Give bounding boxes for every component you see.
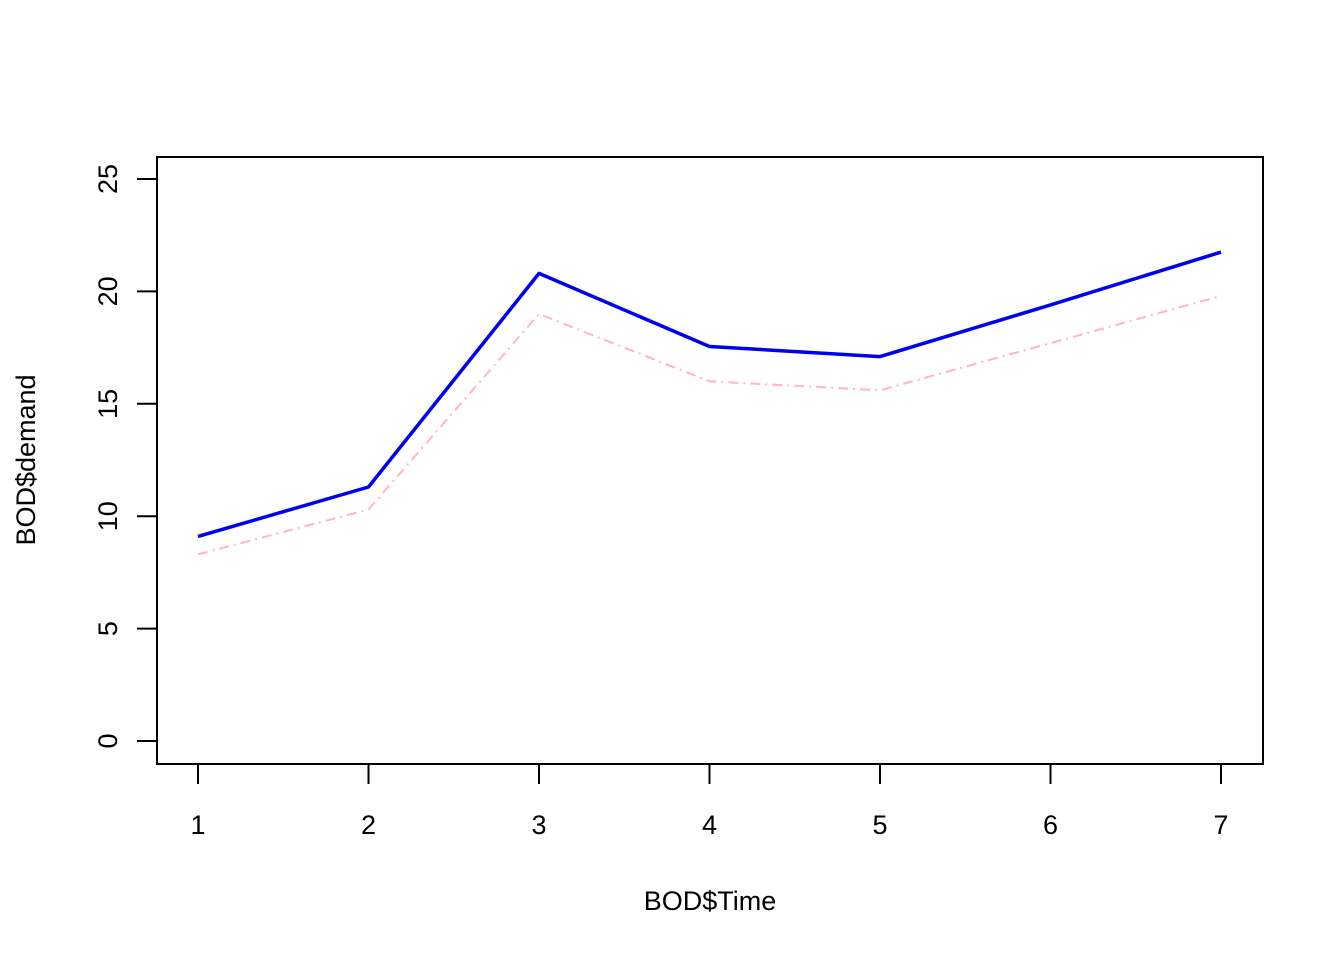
y-tick-label: 0 bbox=[93, 733, 123, 748]
series-layer bbox=[197, 250, 1222, 556]
x-tick-label: 4 bbox=[702, 810, 717, 840]
y-tick-label: 20 bbox=[93, 276, 123, 306]
x-tick-label: 1 bbox=[190, 810, 205, 840]
y-tick-label: 10 bbox=[93, 501, 123, 531]
x-tick-label: 3 bbox=[531, 810, 546, 840]
y-tick-label: 5 bbox=[93, 621, 123, 636]
x-axis: 1 2 3 4 5 6 7 bbox=[190, 763, 1229, 840]
x-tick-label: 2 bbox=[361, 810, 376, 840]
x-tick-label: 5 bbox=[872, 810, 887, 840]
series-line-dashdot bbox=[197, 294, 1222, 556]
plot-frame bbox=[156, 156, 1264, 765]
series-line-solid bbox=[197, 250, 1222, 539]
y-tick-label: 15 bbox=[93, 389, 123, 419]
x-tick-label: 6 bbox=[1043, 810, 1058, 840]
x-tick-label: 7 bbox=[1213, 810, 1228, 840]
x-axis-label: BOD$Time bbox=[644, 886, 777, 916]
y-tick-label: 25 bbox=[93, 164, 123, 194]
y-axis-label: BOD$demand bbox=[11, 374, 41, 545]
y-axis: 0 5 10 15 20 25 bbox=[93, 164, 158, 749]
